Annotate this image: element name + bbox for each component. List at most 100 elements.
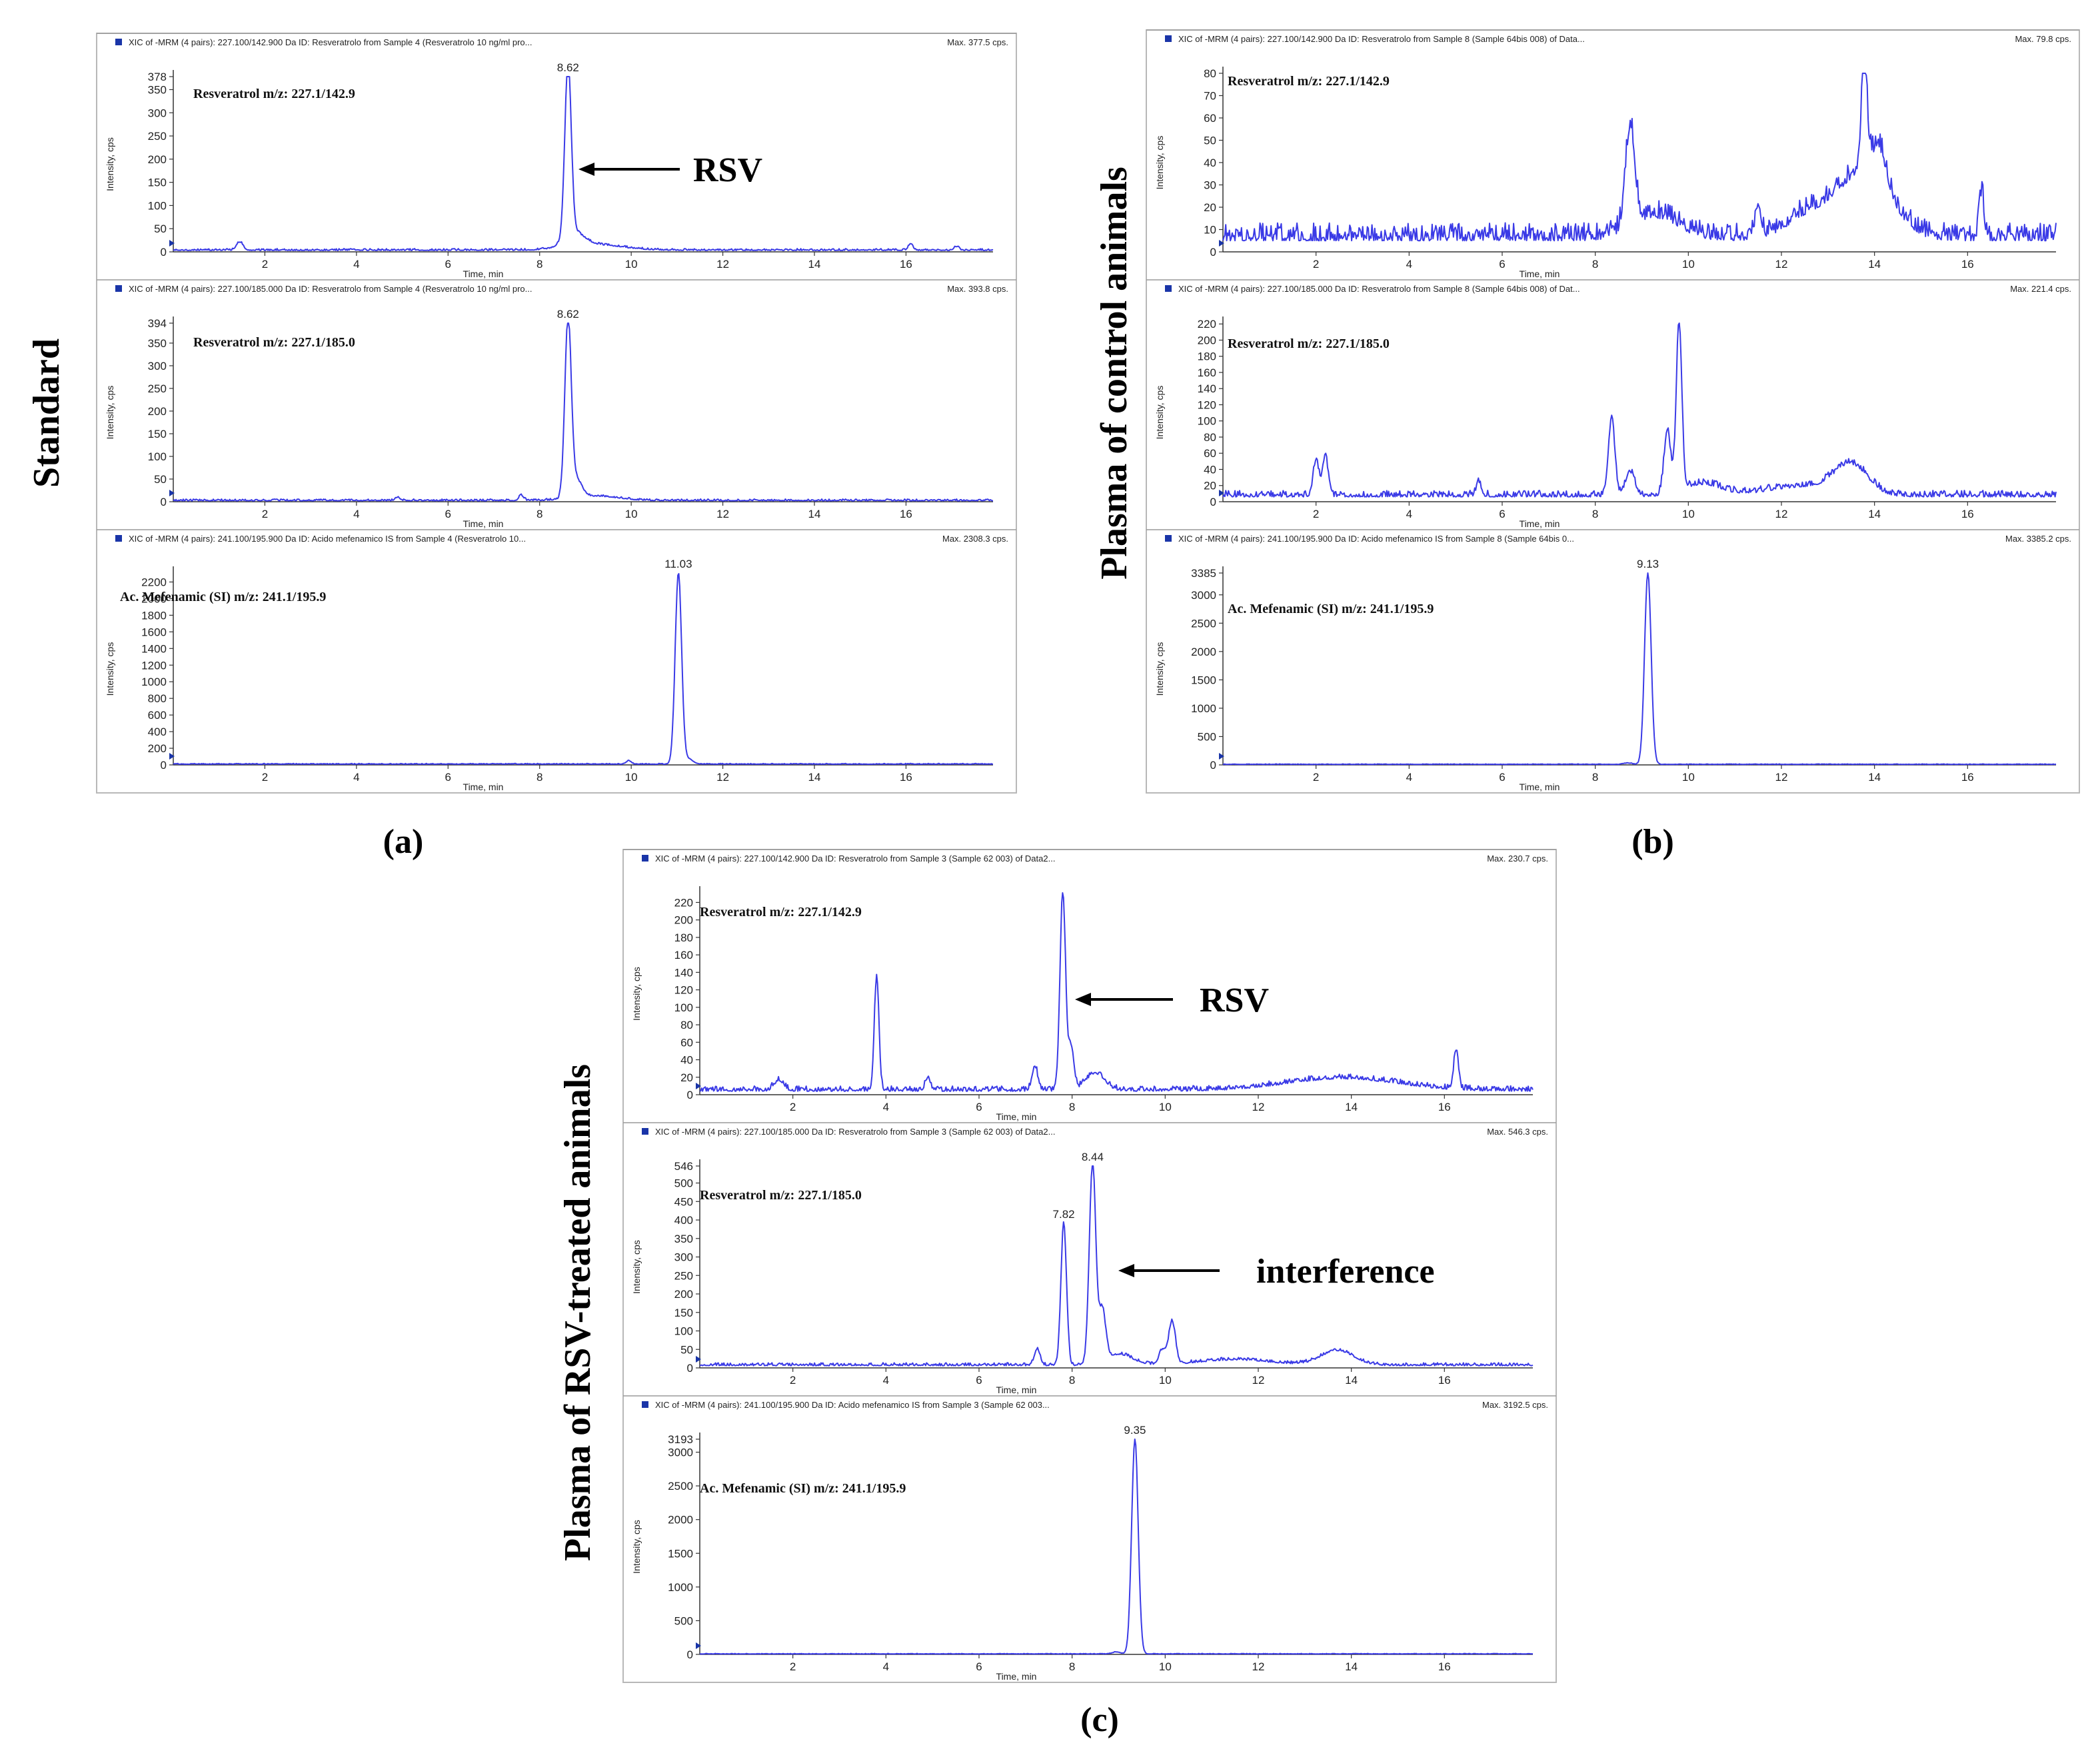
y-tick-label: 600	[148, 709, 167, 722]
y-tick-label: 546	[674, 1160, 693, 1173]
x-tick-label: 16	[1961, 771, 1974, 784]
panel-a-frame	[96, 33, 1017, 794]
chromatogram-a2-resveratrol-185: XIC of -MRM (4 pairs): 227.100/185.000 D…	[97, 279, 1016, 529]
x-tick-label: 2	[790, 1374, 796, 1387]
x-tick-label: 6	[1499, 258, 1505, 271]
y-tick-label: 0	[1210, 759, 1216, 772]
x-tick-label: 12	[716, 508, 729, 520]
y-tick-label: 30	[1204, 179, 1216, 192]
y-tick-label: 50	[680, 1343, 693, 1356]
chromatogram-trace	[1222, 73, 2057, 242]
y-tick-label: 10	[1204, 224, 1216, 237]
y-tick-label: 50	[154, 473, 167, 486]
max-intensity-label: Max. 377.5 cps.	[947, 37, 1008, 47]
x-tick-label: 6	[976, 1660, 982, 1673]
rsv-arrow-a	[578, 163, 680, 176]
y-tick-label: 80	[1204, 67, 1216, 80]
x-tick-label: 14	[1868, 508, 1881, 520]
x-tick-label: 16	[1961, 258, 1974, 271]
panel-letter-b: (b)	[1631, 823, 1674, 861]
x-tick-label: 14	[1868, 258, 1881, 271]
y-tick-label: 500	[674, 1614, 693, 1627]
y-axis-title: Intensity, cps	[631, 967, 642, 1021]
compound-label: Ac. Mefenamic (SI) m/z: 241.1/195.9	[120, 590, 326, 604]
y-axis-title: Intensity, cps	[1154, 642, 1165, 696]
x-tick-label: 16	[900, 771, 912, 784]
y-tick-label: 200	[148, 405, 167, 418]
y-tick-label: 2500	[668, 1480, 693, 1492]
chromatogram-c1-resveratrol-142: XIC of -MRM (4 pairs): 227.100/142.900 D…	[623, 849, 1556, 1122]
chromatogram-trace	[699, 1165, 1534, 1367]
max-intensity-label: Max. 3385.2 cps.	[2005, 534, 2071, 544]
trace-header: XIC of -MRM (4 pairs): 227.100/185.000 D…	[1178, 284, 1580, 294]
x-tick-label: 12	[716, 258, 729, 271]
x-tick-label: 8	[536, 258, 542, 271]
x-tick-label: 4	[883, 1101, 889, 1113]
y-tick-label: 40	[680, 1054, 693, 1067]
peak-retention-label: 8.62	[557, 61, 579, 74]
x-tick-label: 12	[1775, 771, 1788, 784]
y-tick-label: 100	[1198, 415, 1216, 428]
y-axis-title: Intensity, cps	[631, 1520, 642, 1574]
y-tick-label: 0	[161, 246, 167, 259]
y-tick-label: 20	[680, 1071, 693, 1084]
x-tick-label: 4	[353, 771, 359, 784]
y-tick-label: 40	[1204, 463, 1216, 476]
y-tick-label: 70	[1204, 90, 1216, 103]
y-tick-label: 60	[1204, 447, 1216, 460]
compound-label: Resveratrol m/z: 227.1/142.9	[193, 87, 355, 101]
x-tick-label: 12	[1775, 258, 1788, 271]
y-tick-label: 300	[148, 360, 167, 372]
x-tick-label: 2	[1313, 508, 1319, 520]
x-tick-label: 14	[1345, 1374, 1358, 1387]
y-axis-title: Intensity, cps	[1154, 386, 1165, 440]
y-tick-label: 1200	[141, 659, 167, 672]
chromatogram-trace	[699, 1439, 1534, 1655]
x-tick-label: 2	[1313, 771, 1319, 784]
y-tick-label: 1400	[141, 642, 167, 655]
threshold-marker-icon	[1219, 240, 1224, 247]
annotation-interference: interference	[1256, 1253, 1435, 1291]
x-axis-title: Time, min	[1520, 518, 1560, 529]
threshold-marker-icon	[1219, 490, 1224, 496]
x-axis-title: Time, min	[463, 269, 504, 279]
y-tick-label: 2000	[668, 1514, 693, 1526]
y-tick-label: 1500	[668, 1547, 693, 1560]
x-tick-label: 14	[808, 771, 821, 784]
x-tick-label: 12	[716, 771, 729, 784]
y-tick-label: 200	[674, 914, 693, 927]
y-tick-label: 0	[1210, 246, 1216, 259]
y-tick-label: 250	[148, 382, 167, 395]
header-marker-icon	[642, 1128, 648, 1135]
header-marker-icon	[642, 1401, 648, 1408]
y-tick-label: 500	[1198, 730, 1216, 743]
x-tick-label: 4	[353, 258, 359, 271]
x-tick-label: 10	[625, 508, 638, 520]
interference-arrow-c	[1118, 1264, 1220, 1277]
chromatogram-a3-mefenamic-is: XIC of -MRM (4 pairs): 241.100/195.900 D…	[97, 529, 1016, 792]
x-tick-label: 2	[1313, 258, 1319, 271]
x-tick-label: 8	[1069, 1101, 1075, 1113]
x-tick-label: 2	[262, 771, 268, 784]
y-tick-label: 394	[148, 317, 167, 330]
header-marker-icon	[115, 285, 122, 292]
y-tick-label: 50	[154, 223, 167, 235]
peak-retention-label: 8.62	[557, 308, 579, 320]
x-tick-label: 10	[1159, 1374, 1172, 1387]
y-tick-label: 60	[1204, 112, 1216, 125]
y-tick-label: 1600	[141, 626, 167, 638]
x-axis-title: Time, min	[463, 518, 504, 529]
annotation-rsv-c: RSV	[1200, 981, 1269, 1019]
x-tick-label: 8	[1069, 1374, 1075, 1387]
y-tick-label: 300	[674, 1251, 693, 1264]
x-tick-label: 16	[1961, 508, 1974, 520]
y-tick-label: 200	[148, 153, 167, 166]
chromatogram-a1-resveratrol-142: XIC of -MRM (4 pairs): 227.100/142.900 D…	[97, 33, 1016, 279]
chromatogram-trace	[173, 322, 994, 502]
y-tick-label: 2000	[1191, 646, 1216, 658]
x-tick-label: 8	[1069, 1660, 1075, 1673]
x-axis-title: Time, min	[996, 1111, 1037, 1122]
y-tick-label: 350	[674, 1233, 693, 1245]
max-intensity-label: Max. 221.4 cps.	[2010, 284, 2071, 294]
